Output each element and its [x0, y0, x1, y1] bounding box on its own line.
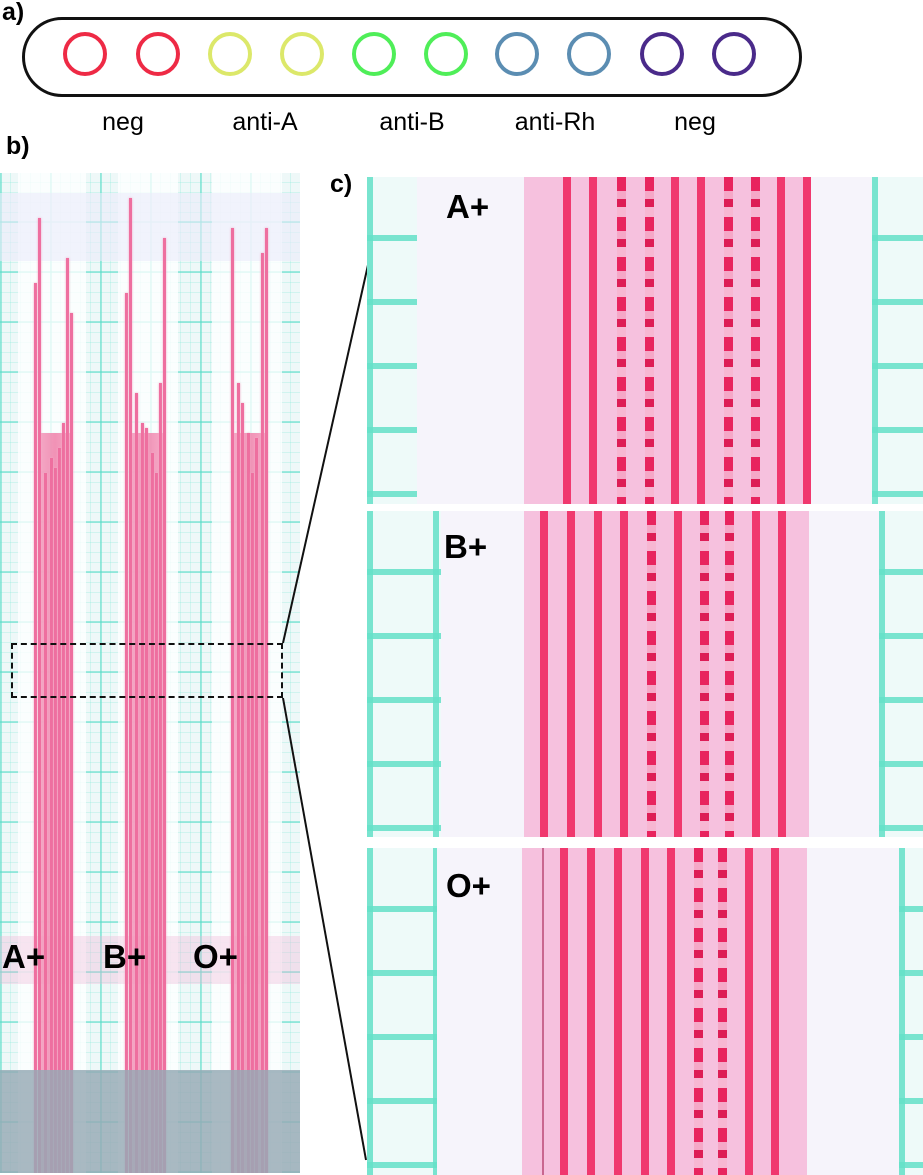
subpanel-label-o: O+	[446, 867, 491, 904]
sample-label-o: O+	[193, 938, 238, 975]
reagent-label-anti-a: anti-A	[232, 108, 298, 136]
thread-bundle-b	[125, 173, 167, 1173]
well-anti-b-1	[352, 32, 396, 76]
reagent-label-neg-2: neg	[674, 108, 716, 136]
subpanel-label-b: B+	[444, 528, 488, 565]
panel-a-label: a)	[2, 0, 25, 26]
upper-sheet	[0, 193, 300, 261]
well-neg-3	[640, 32, 684, 76]
thread-bundle-a	[34, 173, 76, 1173]
sample-label-a: A+	[2, 938, 46, 975]
panel-c-a-photo	[367, 177, 923, 504]
well-neg-4	[712, 32, 756, 76]
cartridge-outline	[22, 17, 802, 97]
sample-label-b: B+	[103, 938, 147, 975]
reagent-label-anti-rh: anti-Rh	[514, 108, 596, 136]
well-anti-a-1	[208, 32, 252, 76]
zoom-region-box	[11, 643, 283, 698]
well-neg-2	[136, 32, 180, 76]
well-anti-rh-2	[567, 32, 611, 76]
thread-bundle-o	[229, 173, 271, 1173]
reagent-label-anti-b: anti-B	[379, 108, 445, 136]
subpanel-label-a: A+	[446, 188, 490, 225]
panel-c-label: c)	[330, 170, 353, 198]
well-anti-a-2	[280, 32, 324, 76]
panel-b-label: b)	[6, 132, 30, 160]
panel-c-b-photo	[367, 511, 923, 837]
panel-c-o-photo	[367, 848, 923, 1175]
well-anti-b-2	[424, 32, 468, 76]
reagent-label-neg: neg	[102, 108, 144, 136]
panel-b-photo	[0, 173, 300, 1173]
well-neg-1	[63, 32, 107, 76]
tape-strip	[0, 1070, 300, 1173]
well-anti-rh-1	[495, 32, 539, 76]
